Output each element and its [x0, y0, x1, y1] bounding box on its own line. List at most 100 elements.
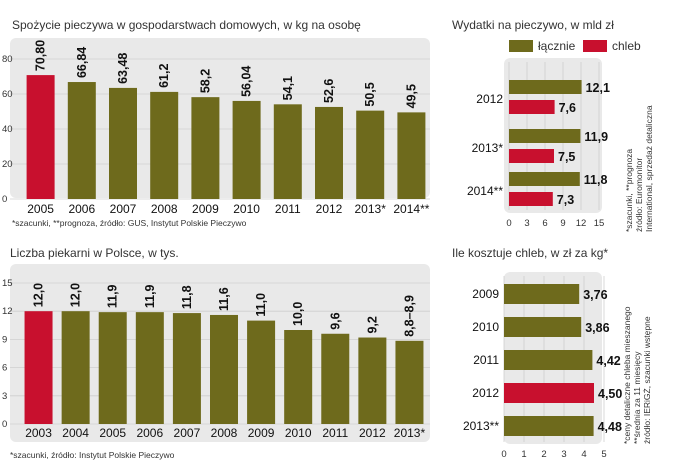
price-title: Ile kosztuje chleb, w zł za kg*	[452, 246, 608, 260]
consumption-value-label: 54,1	[281, 76, 295, 100]
spending-bar-total	[509, 172, 580, 186]
spending-value-label: 7,6	[559, 101, 576, 115]
price-value-label: 4,48	[598, 420, 622, 434]
bakeries-category-label: 2010	[285, 426, 312, 440]
bakeries-ytick-label: 12	[2, 306, 13, 317]
price-chart: 0 1 2 3 4 5 2009 3,76 2010 3,86 2011 4,42 2012 4,50 20…	[463, 276, 622, 460]
spending-value-label: 7,3	[557, 193, 574, 207]
bakeries-ytick-label: 15	[2, 278, 13, 289]
bakeries-bar	[24, 311, 53, 424]
bakeries-ytick-label: 3	[2, 391, 7, 402]
consumption-ytick-label: 60	[2, 89, 13, 100]
bakeries-bar	[321, 333, 350, 424]
spending-bar-bread	[509, 100, 555, 114]
consumption-category-label: 2009	[192, 202, 219, 216]
bakeries-bar	[210, 314, 238, 424]
spending-note-line-2: źródło: Euromonitor	[634, 158, 644, 232]
consumption-title: Spożycie pieczywa w gospodarstwach domow…	[12, 18, 361, 32]
bakeries-value-label: 11,9	[143, 284, 157, 308]
bakeries-category-label: 2012	[359, 426, 386, 440]
bakeries-ytick-label: 6	[2, 363, 7, 374]
spending-category-label: 2012	[476, 92, 503, 106]
spending-category-label: 2013*	[472, 141, 504, 155]
bakeries-value-label: 11,9	[106, 284, 120, 308]
price-xtick-label: 0	[501, 449, 506, 460]
price-note-line-1: *ceny detaliczne chleba mieszanego	[622, 306, 632, 444]
consumption-value-label: 61,2	[157, 64, 171, 88]
consumption-value-label: 66,84	[75, 47, 89, 78]
spending-bar-bread	[509, 149, 554, 163]
bakeries-category-label: 2005	[99, 426, 126, 440]
consumption-ytick-label: 40	[2, 124, 13, 135]
spending-note-line-3: International, sprzedaż detaliczna	[644, 105, 654, 232]
bakeries-ytick-label: 0	[2, 419, 7, 430]
bakeries-bar	[395, 340, 424, 424]
legend-label-total: łącznie	[538, 39, 576, 53]
bakeries-value-label: 8,8–8,9	[402, 295, 416, 337]
bakeries-category-label: 2006	[136, 426, 163, 440]
spending-bar-total	[509, 129, 581, 143]
bakeries-bar	[135, 312, 164, 424]
consumption-ytick-label: 0	[2, 194, 7, 205]
consumption-bar	[315, 106, 343, 199]
spending-title: Wydatki na pieczywo, w mld zł	[452, 18, 614, 32]
spending-chart: 0 3 6 9 12 15 2012 12,1 7,6 2013* 11,9 7,5 2014** 11,…	[467, 62, 610, 229]
price-category-label: 2012	[472, 386, 499, 400]
bakeries-category-label: 2004	[62, 426, 89, 440]
price-bar	[504, 284, 580, 304]
price-xtick-label: 1	[521, 449, 526, 460]
spending-xtick-label: 15	[594, 218, 605, 229]
bakeries-value-label: 12,0	[69, 283, 83, 307]
bakeries-note: *szacunki, źródło: Instytut Polskie Piec…	[10, 450, 175, 460]
price-bar	[504, 350, 593, 370]
consumption-bar	[109, 87, 137, 199]
consumption-value-label: 58,2	[198, 69, 212, 93]
spending-note-line-1: *szacunki, **prognoza	[624, 149, 634, 232]
price-category-label: 2010	[472, 320, 499, 334]
bakeries-value-label: 11,8	[180, 285, 194, 309]
consumption-value-label: 63,48	[116, 53, 130, 84]
price-xtick-label: 3	[561, 449, 566, 460]
consumption-bar	[397, 112, 426, 199]
bakeries-bar	[284, 330, 313, 424]
bakeries-bar	[247, 320, 276, 424]
bakeries-chart: 0 3 6 9 12 15 2003 12,0 2004 12,0 2005 11,9 2006 11,9…	[2, 278, 430, 440]
spending-value-label: 12,1	[586, 81, 610, 95]
spending-xtick-label: 3	[524, 218, 529, 229]
price-note: *ceny detaliczne chleba mieszanego **śre…	[622, 304, 652, 444]
consumption-value-label: 50,5	[363, 82, 377, 106]
bakeries-value-label: 9,2	[365, 316, 379, 333]
price-category-label: 2009	[472, 287, 499, 301]
bakeries-title: Liczba piekarni w Polsce, w tys.	[10, 246, 179, 260]
spending-xtick-label: 12	[576, 218, 587, 229]
consumption-category-label: 2014**	[393, 202, 429, 216]
consumption-category-label: 2012	[316, 202, 343, 216]
price-category-label: 2013**	[463, 419, 499, 433]
price-note-line-2: **średnia za 11 miesięcy	[632, 351, 642, 444]
bakeries-category-label: 2007	[174, 426, 201, 440]
consumption-chart: 0 20 40 60 80 2005 70,80 2006 66,84 2007 63,48 2008…	[2, 40, 430, 216]
price-note-line-3: źródło: IERiGŻ, szacunki wstępne	[642, 316, 652, 444]
consumption-bar	[191, 97, 220, 199]
consumption-value-label: 56,04	[240, 66, 254, 97]
consumption-ytick-label: 80	[2, 54, 13, 65]
consumption-ytick-label: 20	[2, 159, 13, 170]
spending-xtick-label: 6	[542, 218, 547, 229]
consumption-bar	[26, 75, 55, 199]
bakeries-category-label: 2011	[322, 426, 348, 440]
price-xtick-label: 4	[581, 449, 586, 460]
consumption-value-label: 49,5	[404, 84, 418, 108]
price-bar	[504, 383, 594, 403]
consumption-bar	[67, 82, 96, 199]
price-value-label: 3,86	[585, 321, 609, 335]
consumption-category-label: 2007	[110, 202, 137, 216]
bakeries-value-label: 9,6	[328, 312, 342, 329]
consumption-category-label: 2013*	[355, 202, 387, 216]
bakeries-ytick-label: 9	[2, 334, 7, 345]
bakeries-category-label: 2003	[25, 426, 52, 440]
price-value-label: 4,50	[598, 387, 622, 401]
spending-bar-bread	[509, 192, 553, 206]
bakeries-value-label: 11,0	[254, 293, 268, 317]
legend-label-bread: chleb	[612, 39, 641, 53]
